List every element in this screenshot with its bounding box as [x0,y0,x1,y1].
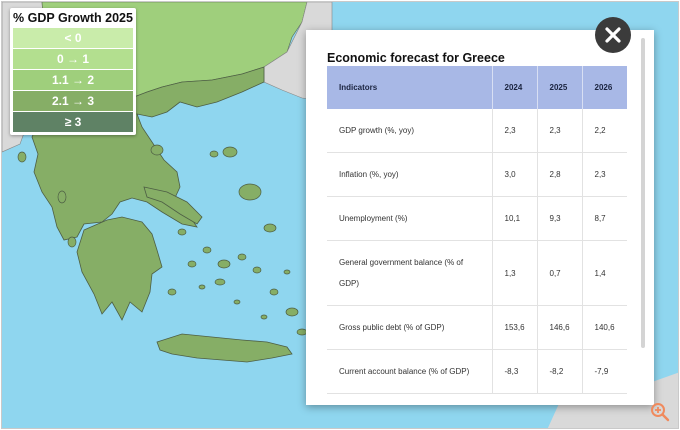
forecast-table-container[interactable]: Indicators 2024 2025 2026 GDP growth (%,… [327,66,627,405]
table-cell: 140,6 [582,305,627,350]
peloponnese [76,216,163,321]
table-cell: 2,3 [492,109,538,153]
legend-item[interactable]: 2.1 → 3 [13,91,133,111]
table-cell: 0,7 [537,240,583,306]
modal-scrollbar[interactable] [641,38,645,348]
table-cell: 10,1 [492,196,538,241]
table-cell: -8,3 [492,349,538,394]
table-cell: 9,3 [537,196,583,241]
table-cell: 2,3 [582,152,627,197]
evia [143,186,203,225]
table-cell: 146,6 [537,305,583,350]
table-cell: -7,9 [582,349,627,394]
legend-title: % GDP Growth 2025 [13,11,133,25]
crete [156,333,293,363]
table-row: Unemployment (%) 10,1 9,3 8,7 [327,196,627,241]
close-icon [605,27,621,43]
header-year: 2024 [492,66,538,109]
close-button[interactable] [595,17,631,53]
table-cell: 1,3 [492,240,538,306]
table-row: General government balance (% of GDP) 1,… [327,240,627,306]
header-indicators: Indicators [327,66,493,109]
zoom-in-icon [651,403,670,422]
forecast-table: Indicators 2024 2025 2026 GDP growth (%,… [327,66,627,394]
aegean-islands [17,144,308,336]
header-year: 2025 [537,66,583,109]
table-row: Current account balance (% of GDP) -8,3 … [327,349,627,394]
zoom-button[interactable] [650,402,670,422]
table-cell: 1,4 [582,240,627,306]
table-cell: 8,7 [582,196,627,241]
legend-item[interactable]: ≥ 3 [13,112,133,132]
table-header-row: Indicators 2024 2025 2026 [327,66,627,109]
indicator-label: GDP growth (%, yoy) [327,109,493,153]
table-row: Gross public debt (% of GDP) 153,6 146,6… [327,305,627,350]
indicator-label: Current account balance (% of GDP) [327,349,493,394]
table-cell: 2,8 [537,152,583,197]
legend-item[interactable]: 1.1 → 2 [13,70,133,90]
forecast-modal: Economic forecast for Greece Indicators … [306,30,654,405]
table-cell: 153,6 [492,305,538,350]
header-year: 2026 [582,66,627,109]
modal-title: Economic forecast for Greece [327,51,505,65]
legend: % GDP Growth 2025 < 0 0 → 1 1.1 → 2 2.1 … [10,8,136,135]
legend-item[interactable]: < 0 [13,28,133,48]
indicator-label: Inflation (%, yoy) [327,152,493,197]
indicator-label: General government balance (% of GDP) [327,240,493,306]
table-row: GDP growth (%, yoy) 2,3 2,3 2,2 [327,109,627,153]
table-cell: -8,2 [537,349,583,394]
table-cell: 3,0 [492,152,538,197]
indicator-label: Gross public debt (% of GDP) [327,305,493,350]
table-row: Inflation (%, yoy) 3,0 2,8 2,3 [327,152,627,197]
table-cell: 2,2 [582,109,627,153]
table-cell: 2,3 [537,109,583,153]
indicator-label: Unemployment (%) [327,196,493,241]
legend-item[interactable]: 0 → 1 [13,49,133,69]
